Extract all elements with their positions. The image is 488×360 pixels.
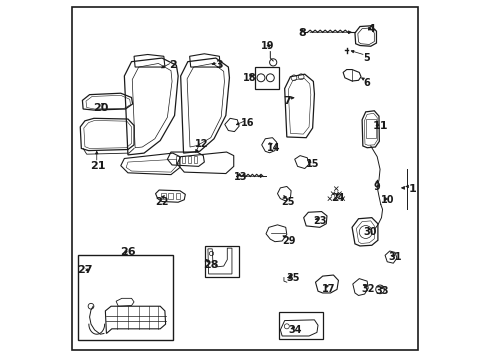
Text: 3: 3 (215, 60, 223, 70)
Text: 11: 11 (372, 121, 388, 131)
Text: 23: 23 (312, 216, 326, 226)
Bar (78, 255, 172, 339)
Text: 32: 32 (361, 284, 374, 294)
Text: 6: 6 (362, 78, 369, 88)
Bar (182, 156, 185, 163)
Bar (193, 156, 197, 163)
Text: 17: 17 (322, 284, 335, 294)
Text: 27: 27 (77, 265, 93, 275)
Text: 13: 13 (234, 172, 247, 182)
Text: 21: 21 (89, 161, 105, 171)
Text: 1: 1 (408, 184, 416, 194)
Bar (175, 193, 180, 199)
Text: 10: 10 (381, 195, 394, 205)
Text: 30: 30 (363, 227, 376, 237)
Bar (278, 312, 323, 338)
Bar (187, 156, 191, 163)
Text: 31: 31 (387, 252, 401, 262)
Bar (161, 193, 165, 199)
Text: 28: 28 (202, 260, 218, 270)
Bar (175, 156, 179, 163)
Text: 20: 20 (93, 103, 108, 113)
Text: 16: 16 (241, 118, 254, 128)
Text: 24: 24 (330, 193, 344, 203)
Bar (365, 119, 375, 138)
Text: 2: 2 (168, 60, 176, 70)
Text: 35: 35 (285, 273, 299, 283)
Text: 15: 15 (305, 159, 319, 169)
Text: 12: 12 (194, 139, 208, 149)
Bar (204, 246, 239, 277)
Text: 7: 7 (283, 96, 291, 106)
Bar (255, 67, 278, 89)
Bar (168, 193, 172, 199)
Text: 5: 5 (362, 53, 369, 63)
Text: 26: 26 (120, 247, 136, 257)
Text: 29: 29 (282, 236, 295, 246)
Text: 34: 34 (287, 325, 301, 335)
Text: 22: 22 (155, 197, 168, 207)
Text: 8: 8 (297, 28, 305, 38)
Text: 33: 33 (375, 286, 388, 296)
Text: 9: 9 (373, 182, 380, 192)
Text: 4: 4 (367, 24, 375, 35)
Text: 25: 25 (280, 197, 294, 207)
Text: 14: 14 (266, 143, 279, 153)
Text: 19: 19 (261, 41, 274, 50)
Text: 18: 18 (243, 73, 256, 83)
